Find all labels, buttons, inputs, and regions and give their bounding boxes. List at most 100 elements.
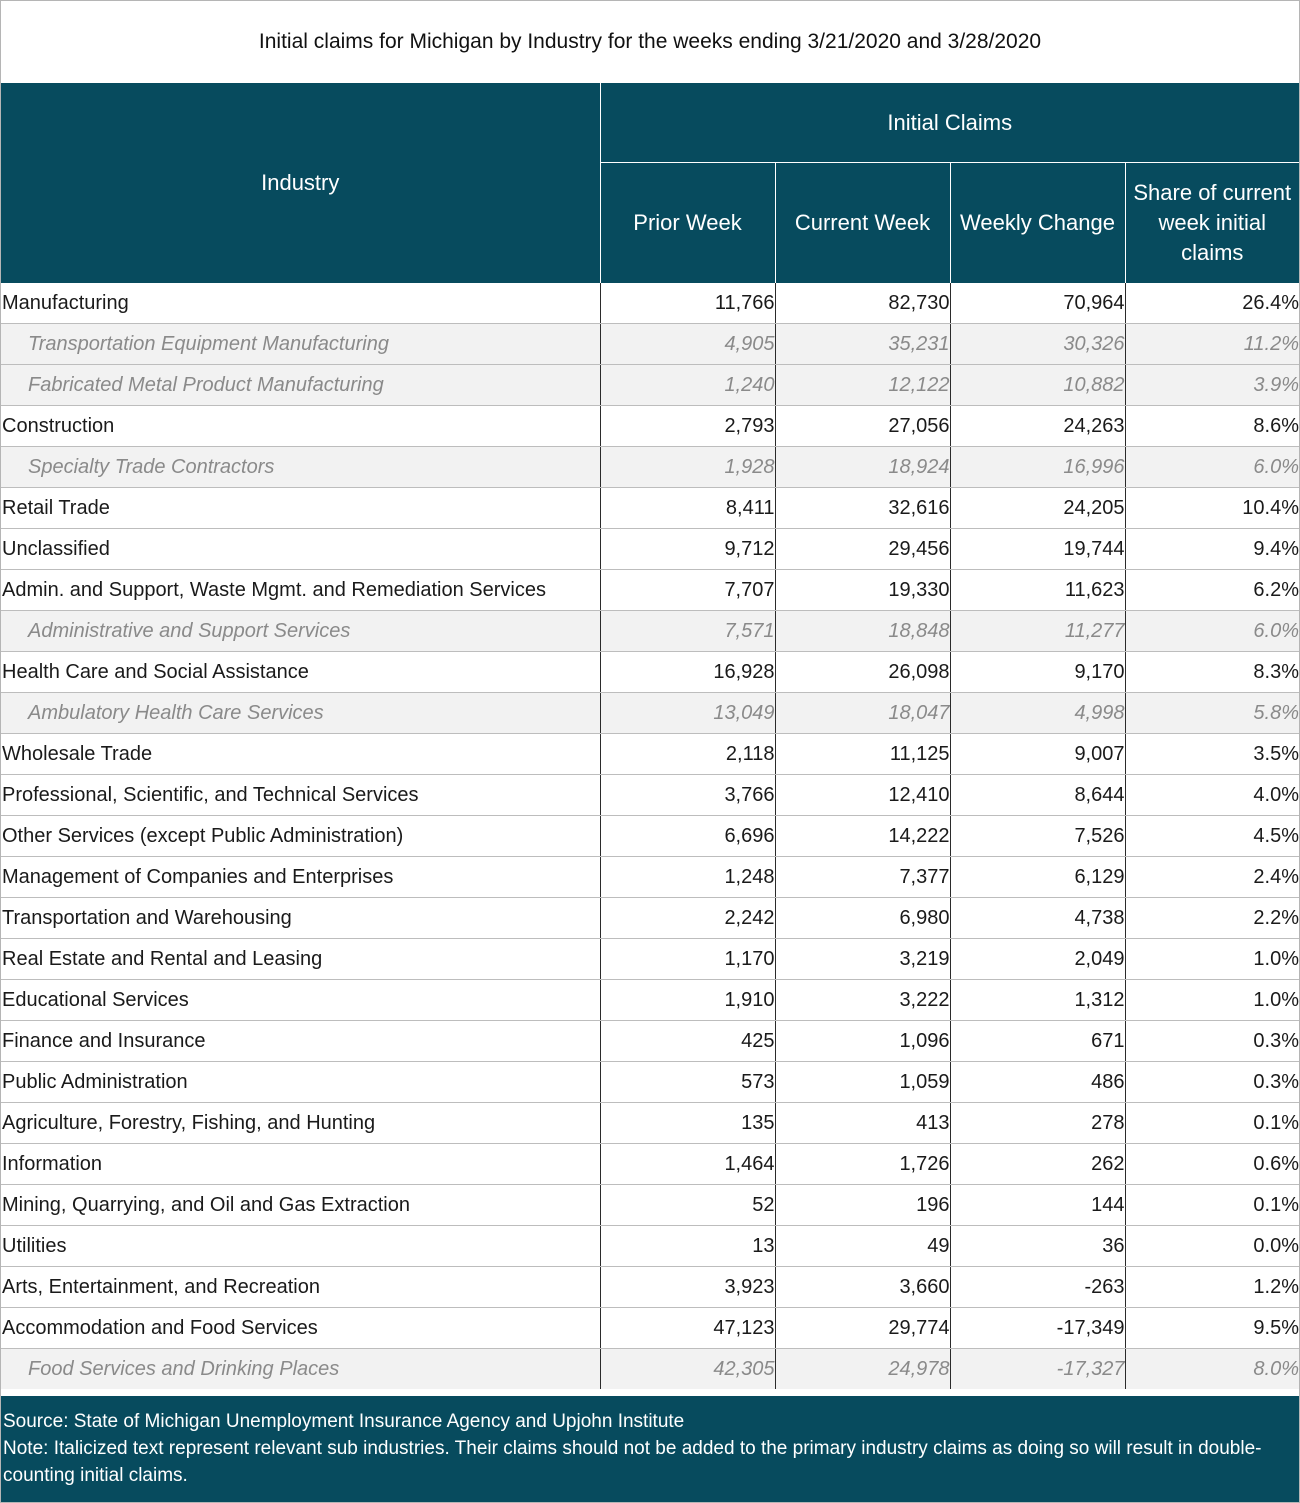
- source-text: Source: State of Michigan Unemployment I…: [3, 1411, 685, 1432]
- cell-industry: Educational Services: [1, 979, 601, 1021]
- table-row: Manufacturing 11,766 82,730 70,964 26.4%: [1, 283, 1300, 324]
- cell-share: 11.2%: [1125, 323, 1300, 365]
- cell-industry: Food Services and Drinking Places: [1, 1348, 601, 1389]
- cell-weekly-change: 9,007: [950, 733, 1126, 775]
- cell-current-week: 12,410: [775, 774, 951, 816]
- cell-current-week: 49: [775, 1225, 951, 1267]
- table-row-sub-industry: Specialty Trade Contractors 1,928 18,924 16…: [1, 446, 1300, 488]
- cell-weekly-change: -263: [950, 1266, 1126, 1308]
- cell-prior-week: 52: [600, 1184, 776, 1226]
- cell-industry: Administrative and Support Services: [1, 610, 601, 652]
- cell-prior-week: 1,170: [600, 938, 776, 980]
- cell-weekly-change: 36: [950, 1225, 1126, 1267]
- table-row: Other Services (except Public Administra…: [1, 815, 1300, 857]
- cell-industry: Information: [1, 1143, 601, 1185]
- cell-industry: Ambulatory Health Care Services: [1, 692, 601, 734]
- cell-weekly-change: 2,049: [950, 938, 1126, 980]
- cell-industry: Construction: [1, 405, 601, 447]
- cell-share: 2.2%: [1125, 897, 1300, 939]
- cell-prior-week: 13,049: [600, 692, 776, 734]
- cell-current-week: 18,848: [775, 610, 951, 652]
- cell-prior-week: 4,905: [600, 323, 776, 365]
- cell-share: 1.2%: [1125, 1266, 1300, 1308]
- cell-current-week: 82,730: [775, 283, 951, 324]
- column-header-industry: Industry: [1, 83, 601, 283]
- table-row: Unclassified 9,712 29,456 19,744 9.4%: [1, 528, 1300, 570]
- table-row: Information 1,464 1,726 262 0.6%: [1, 1143, 1300, 1185]
- cell-industry: Utilities: [1, 1225, 601, 1267]
- cell-industry: Agriculture, Forestry, Fishing, and Hunt…: [1, 1102, 601, 1144]
- cell-weekly-change: 8,644: [950, 774, 1126, 816]
- cell-share: 6.0%: [1125, 610, 1300, 652]
- cell-prior-week: 2,793: [600, 405, 776, 447]
- table-row: Management of Companies and Enterprises 1…: [1, 856, 1300, 898]
- cell-prior-week: 1,910: [600, 979, 776, 1021]
- cell-weekly-change: 486: [950, 1061, 1126, 1103]
- table-body: Manufacturing 11,766 82,730 70,964 26.4% Tran…: [1, 283, 1300, 1389]
- table-row-sub-industry: Fabricated Metal Product Manufacturing 1,…: [1, 364, 1300, 406]
- cell-share: 0.3%: [1125, 1061, 1300, 1103]
- cell-prior-week: 1,240: [600, 364, 776, 406]
- cell-current-week: 413: [775, 1102, 951, 1144]
- table-footer: Source: State of Michigan Unemployment I…: [1, 1396, 1299, 1502]
- cell-industry: Admin. and Support, Waste Mgmt. and Reme…: [1, 569, 601, 611]
- table-row: Agriculture, Forestry, Fishing, and Hunt…: [1, 1102, 1300, 1144]
- cell-industry: Management of Companies and Enterprises: [1, 856, 601, 898]
- column-group-initial-claims: Initial Claims: [600, 83, 1300, 163]
- cell-prior-week: 3,923: [600, 1266, 776, 1308]
- table-row: Health Care and Social Assistance 16,928 2…: [1, 651, 1300, 693]
- cell-current-week: 24,978: [775, 1348, 951, 1389]
- cell-current-week: 26,098: [775, 651, 951, 693]
- cell-current-week: 19,330: [775, 569, 951, 611]
- cell-current-week: 11,125: [775, 733, 951, 775]
- cell-prior-week: 11,766: [600, 283, 776, 324]
- cell-share: 0.3%: [1125, 1020, 1300, 1062]
- cell-weekly-change: 9,170: [950, 651, 1126, 693]
- table-row: Admin. and Support, Waste Mgmt. and Reme…: [1, 569, 1300, 611]
- cell-share: 2.4%: [1125, 856, 1300, 898]
- cell-share: 10.4%: [1125, 487, 1300, 529]
- cell-share: 0.1%: [1125, 1102, 1300, 1144]
- cell-prior-week: 7,707: [600, 569, 776, 611]
- cell-weekly-change: 70,964: [950, 283, 1126, 324]
- cell-prior-week: 1,928: [600, 446, 776, 488]
- page-title: Initial claims for Michigan by Industry …: [258, 30, 1042, 53]
- cell-weekly-change: 11,277: [950, 610, 1126, 652]
- cell-weekly-change: 4,738: [950, 897, 1126, 939]
- cell-weekly-change: 1,312: [950, 979, 1126, 1021]
- cell-share: 8.0%: [1125, 1348, 1300, 1389]
- cell-current-week: 14,222: [775, 815, 951, 857]
- cell-current-week: 6,980: [775, 897, 951, 939]
- table-row-sub-industry: Transportation Equipment Manufacturing 4,…: [1, 323, 1300, 365]
- cell-weekly-change: 4,998: [950, 692, 1126, 734]
- table-row: Educational Services 1,910 3,222 1,312 1.0%: [1, 979, 1300, 1021]
- cell-prior-week: 135: [600, 1102, 776, 1144]
- cell-prior-week: 2,242: [600, 897, 776, 939]
- table-row: Arts, Entertainment, and Recreation 3,923…: [1, 1266, 1300, 1308]
- cell-share: 4.5%: [1125, 815, 1300, 857]
- cell-share: 0.0%: [1125, 1225, 1300, 1267]
- table-row-sub-industry: Food Services and Drinking Places 42,305 2…: [1, 1348, 1300, 1389]
- cell-industry: Manufacturing: [1, 283, 601, 324]
- cell-current-week: 18,924: [775, 446, 951, 488]
- cell-share: 1.0%: [1125, 938, 1300, 980]
- cell-weekly-change: 24,205: [950, 487, 1126, 529]
- cell-industry: Mining, Quarrying, and Oil and Gas Extra…: [1, 1184, 601, 1226]
- cell-share: 6.2%: [1125, 569, 1300, 611]
- table-row-sub-industry: Ambulatory Health Care Services 13,049 18,…: [1, 692, 1300, 734]
- cell-weekly-change: 6,129: [950, 856, 1126, 898]
- table-header: Industry Initial Claims Prior Week Curre…: [1, 83, 1300, 283]
- table-row: Construction 2,793 27,056 24,263 8.6%: [1, 405, 1300, 447]
- cell-share: 4.0%: [1125, 774, 1300, 816]
- cell-prior-week: 47,123: [600, 1307, 776, 1349]
- claims-table: Industry Initial Claims Prior Week Curre…: [1, 83, 1300, 1389]
- cell-prior-week: 425: [600, 1020, 776, 1062]
- cell-prior-week: 42,305: [600, 1348, 776, 1389]
- cell-weekly-change: 278: [950, 1102, 1126, 1144]
- column-header-weekly-change: Weekly Change: [950, 162, 1126, 283]
- cell-current-week: 3,660: [775, 1266, 951, 1308]
- table-row: Professional, Scientific, and Technical …: [1, 774, 1300, 816]
- cell-weekly-change: 30,326: [950, 323, 1126, 365]
- cell-weekly-change: 10,882: [950, 364, 1126, 406]
- cell-industry: Transportation Equipment Manufacturing: [1, 323, 601, 365]
